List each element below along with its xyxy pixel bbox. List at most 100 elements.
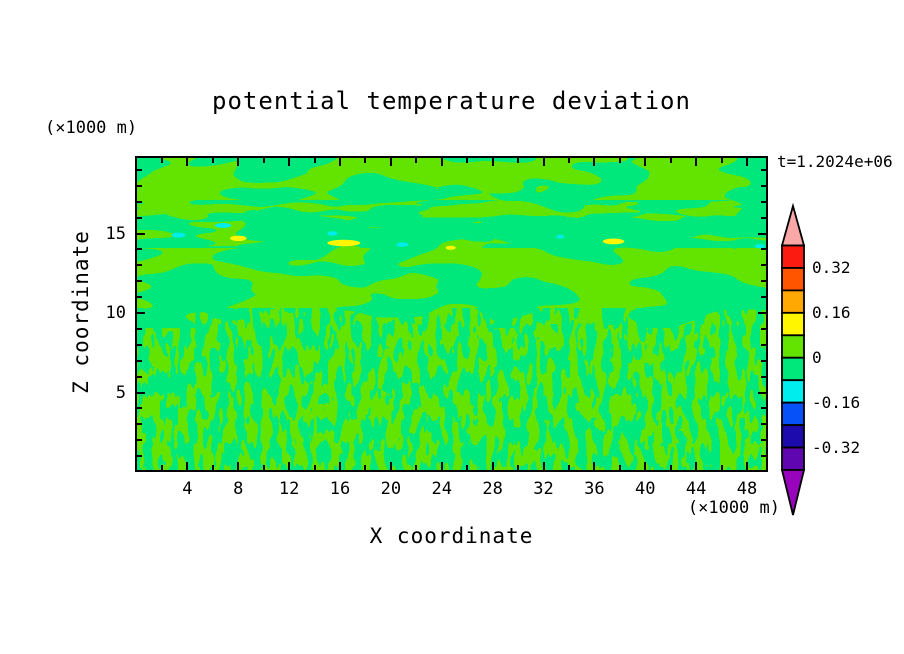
z-major-tick bbox=[137, 392, 145, 394]
yellow-extremum-spot bbox=[230, 235, 247, 241]
x-minor-tick bbox=[619, 465, 621, 470]
x-minor-tick bbox=[364, 465, 366, 470]
x-major-tick-top bbox=[746, 158, 748, 166]
contour-field bbox=[137, 158, 766, 470]
colorbar-box bbox=[781, 356, 805, 382]
x-minor-tick-top bbox=[263, 158, 265, 163]
x-major-tick-top bbox=[593, 158, 595, 166]
z-minor-tick-right bbox=[761, 264, 766, 266]
x-major-tick bbox=[237, 462, 239, 470]
z-minor-tick bbox=[137, 328, 142, 330]
z-minor-tick bbox=[137, 264, 142, 266]
x-tick-label: 8 bbox=[233, 479, 244, 499]
colorbar-tick-label: -0.16 bbox=[812, 392, 861, 412]
x-major-tick bbox=[390, 462, 392, 470]
cyan-extremum-spot bbox=[214, 223, 232, 228]
colorbar-under-arrow bbox=[780, 469, 806, 516]
z-minor-tick bbox=[137, 376, 142, 378]
colorbar-box bbox=[781, 379, 805, 404]
x-minor-tick-top bbox=[670, 158, 672, 163]
z-axis-unit-label: (×1000 m) bbox=[45, 118, 138, 138]
x-tick-label: 12 bbox=[278, 479, 300, 499]
x-major-tick bbox=[492, 462, 494, 470]
z-tick-label: 15 bbox=[105, 223, 126, 244]
z-minor-tick bbox=[137, 423, 142, 425]
x-minor-tick bbox=[466, 465, 468, 470]
colorbar-box bbox=[781, 446, 805, 471]
z-major-tick-right bbox=[758, 233, 766, 235]
colorbar bbox=[780, 203, 806, 516]
colorbar-tick-label: 0.32 bbox=[812, 257, 851, 277]
cyan-extremum-spot bbox=[754, 244, 765, 249]
x-major-tick-top bbox=[543, 158, 545, 166]
x-axis-title: X coordinate bbox=[369, 524, 534, 548]
x-major-tick-top bbox=[644, 158, 646, 166]
colorbar-box bbox=[781, 334, 805, 359]
x-tick-label: 20 bbox=[380, 479, 402, 499]
colorbar-box bbox=[781, 289, 805, 314]
x-minor-tick-top bbox=[364, 158, 366, 163]
x-minor-tick bbox=[212, 465, 214, 470]
z-minor-tick bbox=[137, 248, 142, 250]
x-tick-label: 16 bbox=[329, 479, 351, 499]
x-major-tick bbox=[186, 462, 188, 470]
colorbar-box bbox=[781, 311, 805, 337]
x-major-tick-top bbox=[492, 158, 494, 166]
x-major-tick bbox=[644, 462, 646, 470]
x-minor-tick-top bbox=[568, 158, 570, 163]
yellow-extremum-spot bbox=[602, 238, 625, 245]
x-minor-tick-top bbox=[161, 158, 163, 163]
z-major-tick bbox=[137, 312, 145, 314]
z-major-tick-right bbox=[758, 392, 766, 394]
x-tick-label: 32 bbox=[533, 479, 554, 499]
x-minor-tick bbox=[670, 465, 672, 470]
x-minor-tick-top bbox=[517, 158, 519, 163]
z-minor-tick bbox=[137, 455, 142, 457]
x-major-tick-top bbox=[390, 158, 392, 166]
x-minor-tick bbox=[517, 465, 519, 470]
x-tick-label: 36 bbox=[584, 479, 605, 499]
x-minor-tick bbox=[314, 465, 316, 470]
z-minor-tick bbox=[137, 407, 142, 409]
z-minor-tick-right bbox=[761, 423, 766, 425]
time-annotation: t=1.2024e+06 bbox=[777, 152, 893, 171]
x-tick-label: 4 bbox=[182, 479, 193, 499]
x-minor-tick bbox=[263, 465, 265, 470]
z-minor-tick bbox=[137, 217, 142, 219]
shear-line bbox=[137, 246, 332, 248]
cyan-extremum-spot bbox=[327, 231, 338, 236]
x-minor-tick-top bbox=[466, 158, 468, 163]
z-minor-tick-right bbox=[761, 344, 766, 346]
shear-line bbox=[556, 245, 766, 248]
z-minor-tick-right bbox=[761, 280, 766, 282]
x-minor-tick-top bbox=[212, 158, 214, 163]
yellow-extremum-spot bbox=[445, 245, 456, 250]
z-minor-tick-right bbox=[761, 169, 766, 171]
colorbar-box bbox=[781, 401, 805, 426]
x-tick-label: 48 bbox=[736, 479, 758, 499]
x-major-tick bbox=[543, 462, 545, 470]
z-minor-tick-right bbox=[761, 248, 766, 250]
field-wave-band bbox=[137, 200, 766, 248]
z-minor-tick bbox=[137, 439, 142, 441]
shear-lines bbox=[137, 245, 766, 248]
extrema-spots bbox=[171, 223, 765, 250]
z-minor-tick-right bbox=[761, 201, 766, 203]
z-minor-tick bbox=[137, 169, 142, 171]
plot-area bbox=[135, 156, 768, 472]
x-major-tick bbox=[695, 462, 697, 470]
z-major-tick bbox=[137, 233, 145, 235]
colorbar-box bbox=[781, 244, 805, 269]
x-axis-unit-label: (×1000 m) bbox=[687, 498, 780, 518]
z-minor-tick-right bbox=[761, 217, 766, 219]
x-major-tick-top bbox=[339, 158, 341, 166]
x-minor-tick bbox=[568, 465, 570, 470]
z-major-tick-right bbox=[758, 312, 766, 314]
x-major-tick bbox=[746, 462, 748, 470]
z-tick-label: 10 bbox=[105, 303, 126, 323]
z-minor-tick-right bbox=[761, 439, 766, 441]
x-major-tick-top bbox=[441, 158, 443, 166]
x-major-tick bbox=[593, 462, 595, 470]
z-minor-tick-right bbox=[761, 328, 766, 330]
